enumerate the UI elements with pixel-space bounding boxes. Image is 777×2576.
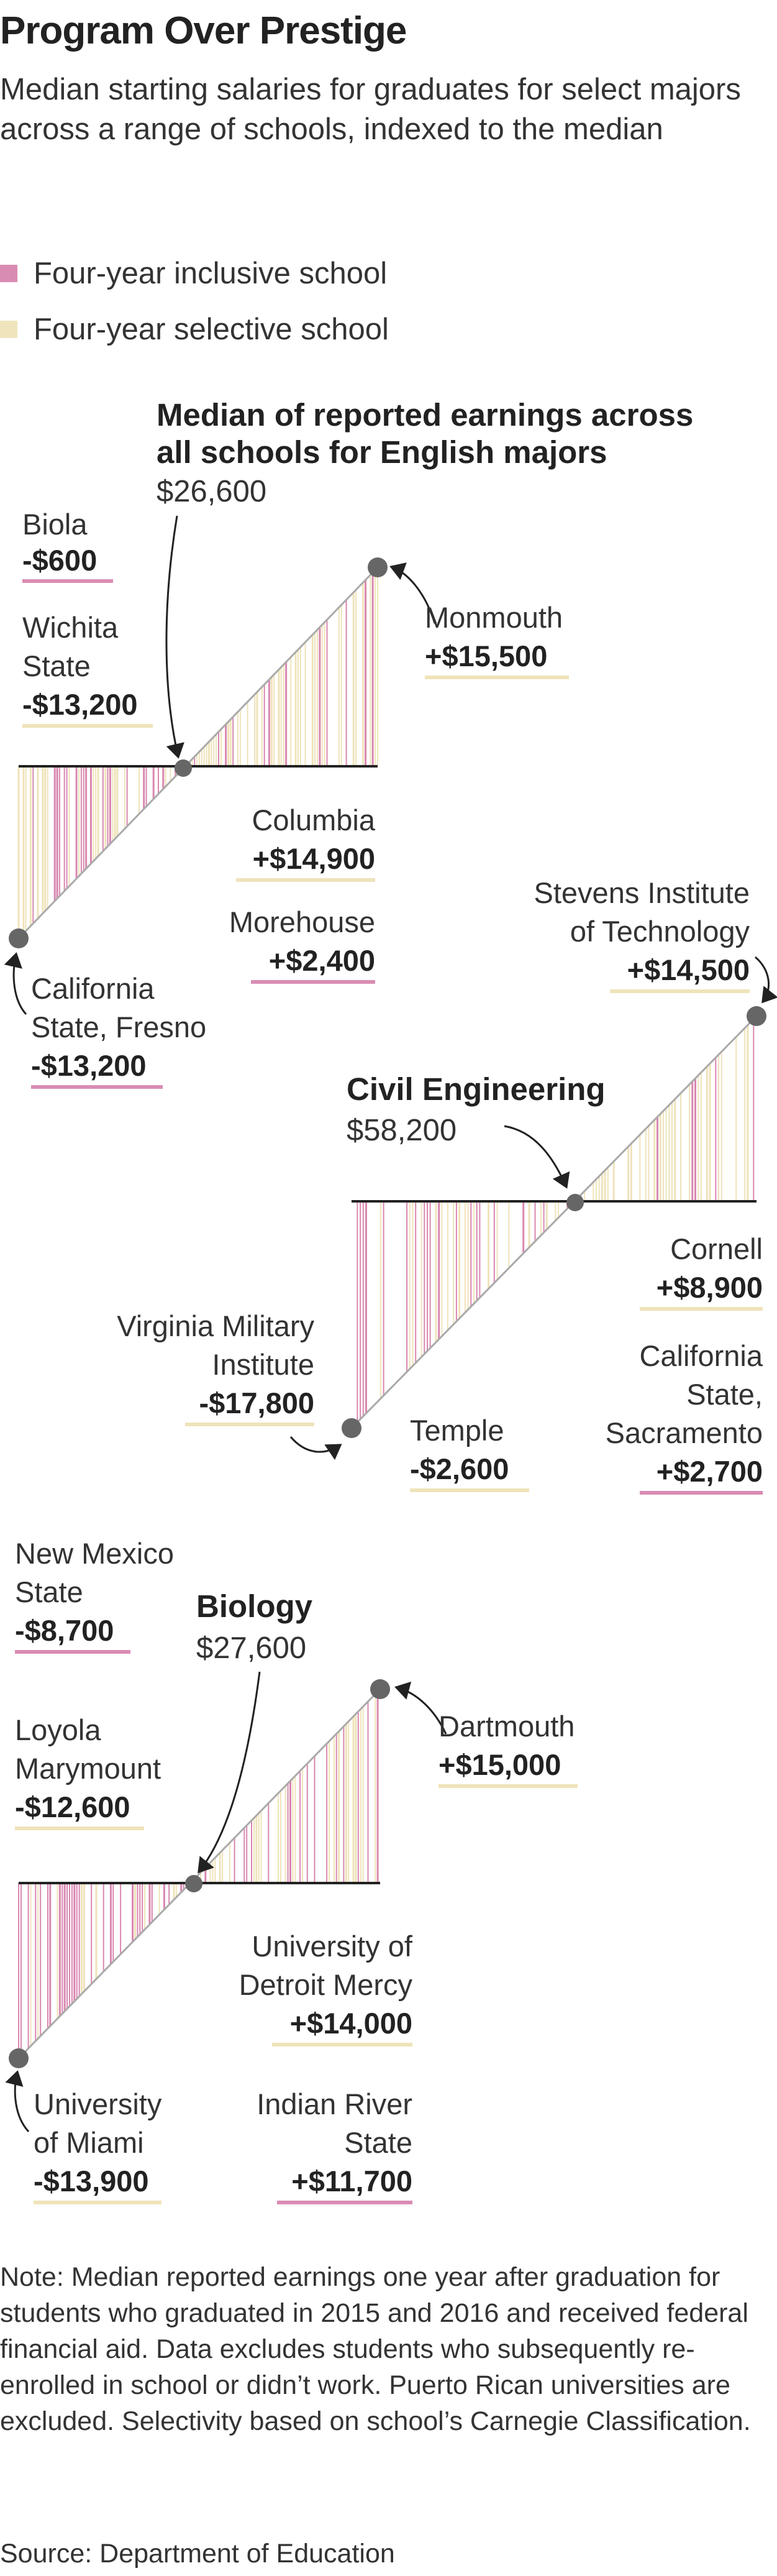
- value-detroit: +$14,000: [290, 2007, 412, 2040]
- label-morehouse: Morehouse: [229, 905, 375, 938]
- chart-civil-engineering: Stevens Institute of Technology +$14,500…: [117, 876, 777, 1495]
- page-subtitle: Median starting salaries for graduates f…: [0, 73, 741, 146]
- label-sacramento-line2: State,: [686, 1378, 763, 1411]
- value-morehouse: +$2,400: [269, 944, 375, 977]
- label-fresno-line1: California: [31, 972, 155, 1005]
- arrow-stevens: [755, 956, 777, 1004]
- label-indian-river-line1: Indian River: [257, 2088, 412, 2120]
- dot-max-english: [368, 557, 388, 577]
- dot-median-biology: [185, 1875, 202, 1892]
- legend-swatch-inclusive: [0, 265, 17, 282]
- label-stevens-line1: Stevens Institute: [534, 876, 750, 909]
- arrow-monmouth: [389, 562, 436, 624]
- label-sacramento-line3: Sacramento: [606, 1416, 763, 1449]
- value-stevens: +$14,500: [627, 953, 750, 986]
- label-fresno-line2: State, Fresno: [31, 1011, 206, 1043]
- arrow-vmi: [289, 1436, 342, 1460]
- legend-item-selective: Four-year selective school: [0, 312, 389, 347]
- label-new-mexico-line1: New Mexico: [15, 1537, 174, 1570]
- english-median-arrow: [165, 515, 184, 759]
- dot-min-civil: [342, 1418, 361, 1438]
- label-biola: Biola: [22, 508, 88, 541]
- charts-svg: Median of reported earnings across all s…: [4, 397, 777, 2204]
- legend-label-inclusive: Four-year inclusive school: [34, 257, 388, 290]
- diagonal-biology: [17, 1688, 381, 2060]
- value-dartmouth: +$15,000: [438, 1748, 561, 1781]
- diagonal-civil: [350, 1015, 758, 1429]
- arrow-miami: [5, 2070, 30, 2133]
- value-monmouth: +$15,500: [425, 639, 547, 672]
- label-loyola-line1: Loyola: [15, 1713, 101, 1746]
- page-title: Program Over Prestige: [0, 9, 407, 52]
- source-line: Source: Department of Education: [0, 2539, 395, 2569]
- value-columbia: +$14,900: [253, 842, 375, 875]
- legend-swatch-selective: [0, 321, 17, 338]
- biology-median-arrow: [198, 1671, 261, 1874]
- label-vmi-line2: Institute: [212, 1348, 314, 1381]
- label-vmi-line1: Virginia Military: [117, 1309, 314, 1342]
- english-title-line1: Median of reported earnings across: [157, 397, 693, 433]
- value-fresno: -$13,200: [31, 1049, 147, 1082]
- label-stevens-line2: of Technology: [570, 915, 750, 948]
- value-indian-river: +$11,700: [291, 2165, 412, 2198]
- value-vmi: -$17,800: [199, 1387, 314, 1419]
- label-dartmouth: Dartmouth: [438, 1710, 575, 1743]
- label-temple: Temple: [410, 1414, 504, 1447]
- arrow-fresno: [4, 952, 27, 1015]
- label-cornell: Cornell: [670, 1232, 763, 1265]
- chart-biology: New Mexico State -$8,700 Biology $27,600…: [5, 1537, 578, 2204]
- value-sacramento: +$2,700: [657, 1455, 763, 1488]
- label-detroit-line2: Detroit Mercy: [239, 1968, 413, 2001]
- bars-civil-engineering: [357, 1019, 755, 1423]
- english-median-value: $26,600: [157, 475, 266, 508]
- english-title-line2: all schools for English majors: [157, 434, 607, 470]
- dot-min-biology: [9, 2048, 29, 2068]
- arrow-dartmouth: [394, 1681, 447, 1735]
- biology-title: Biology: [196, 1588, 313, 1624]
- value-wichita: -$13,200: [22, 688, 138, 721]
- legend-item-inclusive: Four-year inclusive school: [0, 256, 387, 291]
- diagonal-english: [17, 566, 379, 940]
- dot-median-civil: [566, 1194, 584, 1211]
- dot-max-biology: [370, 1679, 390, 1699]
- biology-median-value: $27,600: [196, 1631, 306, 1665]
- label-new-mexico-line2: State: [15, 1575, 83, 1608]
- civil-median-arrow: [504, 1125, 570, 1189]
- dot-median-english: [175, 759, 192, 777]
- chart-english: Median of reported earnings across all s…: [4, 397, 693, 1089]
- label-wichita-line2: State: [22, 649, 91, 682]
- footnote: Note: Median reported earnings one year …: [0, 2262, 751, 2436]
- value-new-mexico: -$8,700: [15, 1614, 114, 1647]
- value-biola: -$600: [22, 544, 97, 577]
- bars-english: [17, 567, 378, 938]
- label-indian-river-line2: State: [344, 2126, 412, 2159]
- dot-max-civil: [747, 1006, 766, 1026]
- label-sacramento-line1: California: [639, 1339, 763, 1372]
- legend-label-selective: Four-year selective school: [34, 313, 389, 346]
- label-miami-line2: of Miami: [34, 2126, 144, 2159]
- label-wichita-line1: Wichita: [22, 611, 119, 644]
- label-columbia: Columbia: [252, 804, 375, 837]
- label-miami-line1: University: [34, 2088, 162, 2120]
- value-miami: -$13,900: [34, 2165, 149, 2198]
- civil-title: Civil Engineering: [347, 1071, 606, 1107]
- value-loyola: -$12,600: [15, 1790, 130, 1823]
- value-temple: -$2,600: [410, 1452, 509, 1485]
- label-monmouth: Monmouth: [425, 601, 563, 634]
- civil-median-value: $58,200: [347, 1114, 457, 1147]
- dot-min-english: [9, 928, 29, 948]
- value-cornell: +$8,900: [657, 1271, 763, 1304]
- label-loyola-line2: Marymount: [15, 1752, 161, 1785]
- label-detroit-line1: University of: [252, 1930, 413, 1963]
